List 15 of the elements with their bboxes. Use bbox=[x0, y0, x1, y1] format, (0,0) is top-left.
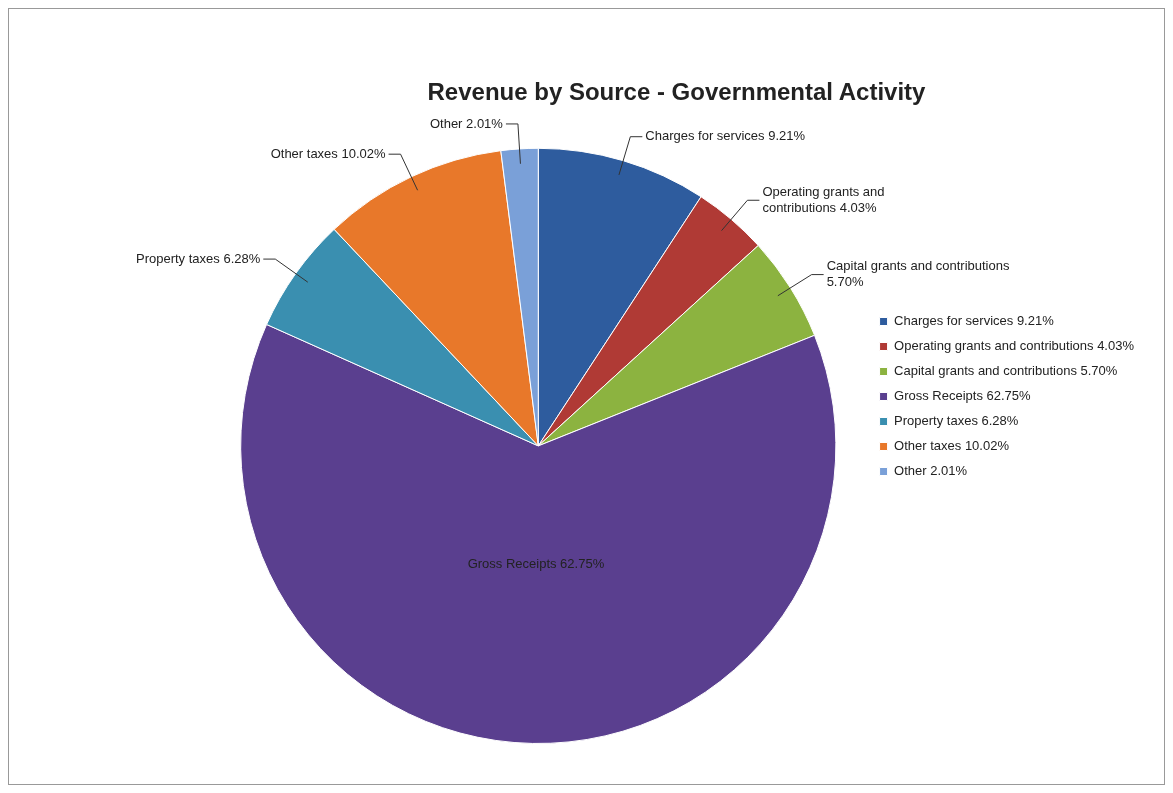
slice-label: Other taxes 10.02% bbox=[270, 145, 386, 161]
legend-label: Charges for services 9.21% bbox=[894, 313, 1055, 329]
legend-label: Capital grants and contributions 5.70% bbox=[894, 363, 1118, 379]
legend-label: Property taxes 6.28% bbox=[894, 413, 1019, 429]
legend-label: Other taxes 10.02% bbox=[894, 438, 1010, 454]
slice-label: Charges for services 9.21% bbox=[645, 128, 806, 144]
legend-label: Gross Receipts 62.75% bbox=[894, 388, 1032, 404]
slice-label: Property taxes 6.28% bbox=[135, 250, 261, 266]
slice-label: Other 2.01% bbox=[429, 115, 504, 131]
slice-label: Capital grants and contributions 5.70% bbox=[826, 258, 1010, 290]
chart-title: Revenue by Source - Governmental Activity bbox=[427, 78, 927, 106]
slice-label: Operating grants and contributions 4.03% bbox=[762, 183, 885, 215]
legend-label: Other 2.01% bbox=[894, 463, 968, 479]
legend-label: Operating grants and contributions 4.03% bbox=[894, 338, 1135, 354]
slice-label: Gross Receipts 62.75% bbox=[467, 556, 605, 572]
